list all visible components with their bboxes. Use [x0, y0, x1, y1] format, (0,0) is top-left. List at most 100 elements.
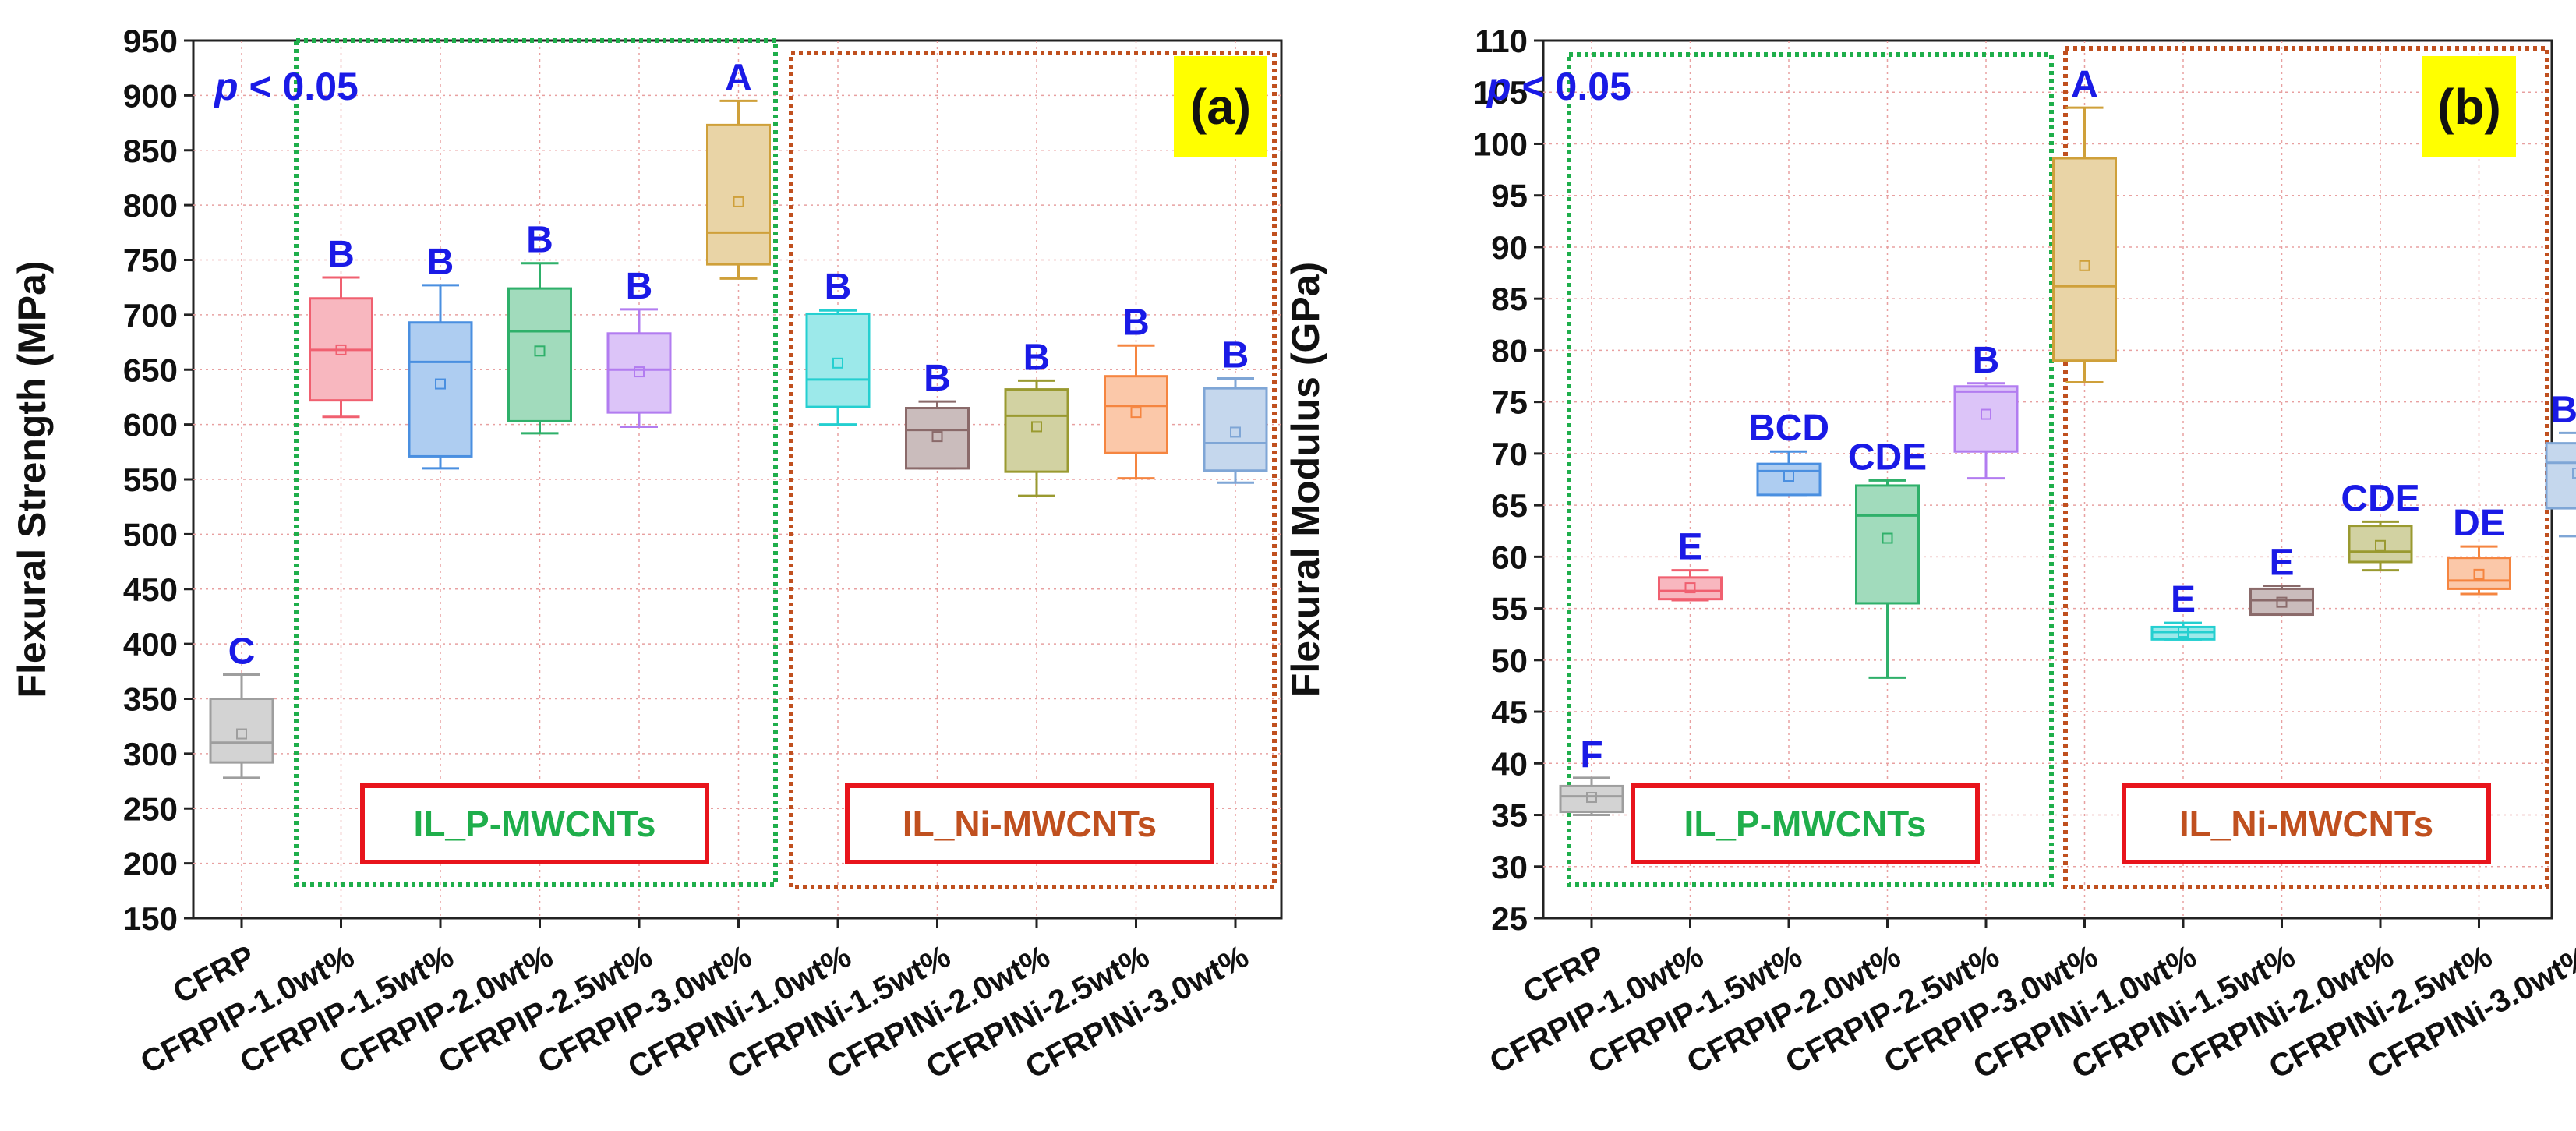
significance-letter: B: [1023, 337, 1051, 378]
iqr-box: [805, 312, 871, 408]
iqr-box: [1953, 385, 2019, 453]
group-label-ni-mwcnts: IL_Ni-MWCNTs: [2179, 804, 2433, 844]
mean-marker: [2473, 568, 2485, 580]
iqr-box: [606, 332, 672, 414]
box-CFRPINi-2.5wt%: DE: [2447, 503, 2511, 596]
y-tick-label: 90: [1491, 229, 1528, 266]
mean-marker: [1230, 426, 1241, 438]
panel-label: (a): [1190, 79, 1251, 135]
y-tick-label: 550: [123, 461, 178, 498]
y-tick-label: 100: [1473, 125, 1528, 162]
iqr-box: [1855, 484, 1920, 605]
group-region-ni-mwcnts: [789, 51, 1277, 889]
iqr-box: [2052, 157, 2117, 362]
significance-letter: E: [2171, 579, 2196, 620]
mean-marker: [1981, 408, 1991, 420]
y-tick-label: 950: [123, 23, 178, 59]
mean-marker: [2276, 596, 2288, 608]
significance-threshold: < 0.05: [239, 65, 359, 108]
iqr-box: [2348, 525, 2413, 564]
mean-marker: [2079, 260, 2090, 271]
y-tick-label: 800: [123, 187, 178, 224]
y-tick-label: 350: [123, 681, 178, 718]
mean-marker: [1783, 471, 1794, 482]
iqr-box: [408, 321, 473, 458]
significance-letter: CDE: [1848, 436, 1927, 478]
significance-letter: A: [2071, 64, 2098, 105]
y-tick-label: 25: [1491, 900, 1528, 937]
group-region-p-mwcnts: [1567, 52, 2054, 887]
box-CFRPIP-2.0wt%: B: [507, 220, 572, 435]
iqr-box: [1104, 375, 1168, 454]
iqr-box: [1004, 388, 1069, 473]
significance-letter: B: [626, 266, 653, 307]
box-CFRPINi-3.0wt%: B: [1203, 335, 1268, 484]
box-CFRPINi-1.5wt%: B: [905, 358, 970, 470]
y-tick-label: 110: [1475, 23, 1528, 59]
significance-letter: E: [2269, 542, 2294, 583]
y-tick-label: 70: [1491, 436, 1528, 472]
mean-marker: [1882, 532, 1893, 544]
mean-marker: [1031, 421, 1042, 433]
box-CFRPINi-2.0wt%: B: [1004, 337, 1069, 497]
y-tick-label: 150: [123, 900, 178, 937]
significance-p: p: [1486, 65, 1511, 108]
y-tick-label: 650: [123, 352, 178, 388]
box-CFRPIP-2.0wt%: CDE: [1848, 436, 1927, 679]
significance-note: p < 0.05: [213, 65, 359, 108]
y-tick-label: 55: [1491, 591, 1528, 627]
y-axis-title: Flexural Strength (MPa): [10, 260, 54, 698]
y-tick-label: 700: [123, 297, 178, 334]
mean-marker: [236, 728, 247, 740]
group-label-p-mwcnts-frame: [360, 783, 709, 864]
iqr-box: [1559, 784, 1624, 814]
group-label-ni-mwcnts-frame: [2122, 783, 2491, 864]
iqr-box: [706, 123, 771, 266]
box-CFRPINi-1.5wt%: E: [2249, 542, 2314, 617]
y-tick-label: 600: [123, 407, 178, 444]
y-tick-label: 250: [123, 790, 178, 827]
box-CFRPIP-3.0wt%: A: [2052, 64, 2117, 383]
mean-marker: [2375, 539, 2386, 551]
panel-label-bg: [1174, 56, 1267, 157]
significance-letter: B: [825, 267, 852, 308]
box-CFRPIP-1.0wt%: B: [309, 234, 373, 419]
y-tick-label: 900: [123, 77, 178, 114]
y-tick-label: 65: [1491, 487, 1528, 524]
box-CFRPIP-1.5wt%: BCD: [1748, 408, 1829, 497]
significance-letter: B: [327, 234, 355, 275]
iqr-box: [2447, 557, 2511, 590]
significance-letter: BC: [2550, 389, 2576, 430]
box-CFRPINi-2.5wt%: B: [1104, 302, 1168, 480]
box-CFRPIP-2.5wt%: B: [1953, 340, 2019, 480]
mean-marker: [1586, 792, 1597, 804]
y-tick-label: 30: [1491, 849, 1528, 885]
mean-marker: [634, 366, 645, 378]
y-tick-label: 40: [1491, 745, 1528, 782]
box-CFRP: C: [209, 631, 274, 779]
y-axis-title: Flexural Modulus (GPa): [1284, 262, 1327, 697]
mean-marker: [2178, 627, 2189, 638]
panel-label-bg: [2422, 56, 2516, 157]
y-tick-label: 35: [1491, 797, 1528, 834]
significance-p: p: [213, 65, 239, 108]
mean-marker: [1684, 582, 1696, 594]
y-tick-label: 50: [1491, 642, 1528, 679]
iqr-box: [1756, 462, 1822, 497]
mean-marker: [733, 196, 744, 207]
y-tick-label: 500: [123, 516, 178, 553]
iqr-box: [1203, 387, 1268, 472]
mean-marker: [931, 431, 943, 443]
mean-marker: [534, 345, 546, 357]
significance-letter: B: [427, 242, 454, 283]
significance-letter: B: [1973, 340, 2000, 381]
box-CFRPIP-1.5wt%: B: [408, 242, 473, 470]
group-label-ni-mwcnts-frame: [845, 783, 1214, 864]
y-tick-label: 300: [123, 736, 178, 772]
panel-label: (b): [2437, 79, 2501, 135]
box-CFRPIP-1.0wt%: E: [1658, 527, 1723, 602]
y-tick-label: 75: [1491, 384, 1528, 421]
group-region-p-mwcnts: [294, 38, 778, 887]
iqr-box: [209, 698, 274, 764]
